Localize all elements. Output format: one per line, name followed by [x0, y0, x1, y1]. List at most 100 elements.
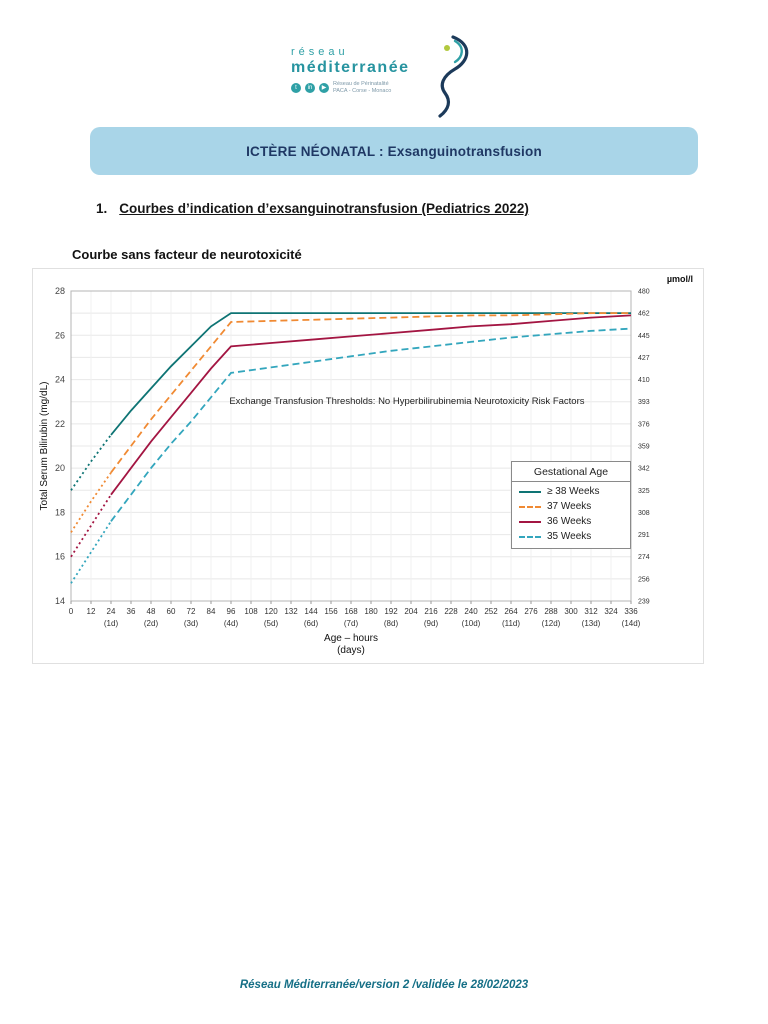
svg-text:(6d): (6d) [304, 619, 319, 628]
legend-label-38w: ≥ 38 Weeks [547, 486, 600, 497]
svg-text:(7d): (7d) [344, 619, 359, 628]
svg-text:410: 410 [638, 377, 650, 384]
svg-text:(10d): (10d) [462, 619, 481, 628]
svg-text:20: 20 [55, 463, 65, 473]
chart-figure: 14 16 18 20 22 24 26 28 480 462 445 427 410 393 376 359… [32, 268, 704, 664]
youtube-icon: ▶ [319, 82, 329, 93]
svg-text:239: 239 [638, 599, 650, 606]
svg-text:204: 204 [404, 607, 418, 616]
svg-text:0: 0 [69, 607, 74, 616]
svg-text:24: 24 [55, 375, 65, 385]
svg-text:(5d): (5d) [264, 619, 279, 628]
legend-label-37w: 37 Weeks [547, 501, 592, 512]
svg-text:300: 300 [564, 607, 578, 616]
svg-text:(days): (days) [337, 645, 365, 656]
svg-text:256: 256 [638, 576, 650, 583]
svg-text:342: 342 [638, 466, 650, 473]
section-heading: 1. Courbes d’indication d’exsanguinotrans… [96, 201, 529, 216]
svg-text:252: 252 [484, 607, 498, 616]
svg-text:312: 312 [584, 607, 598, 616]
svg-text:240: 240 [464, 607, 478, 616]
svg-text:336: 336 [624, 607, 638, 616]
svg-text:26: 26 [55, 330, 65, 340]
svg-text:120: 120 [264, 607, 278, 616]
logo-subtitle-line1: Réseau de Périnatalité [333, 81, 389, 87]
svg-text:168: 168 [344, 607, 358, 616]
svg-text:108: 108 [244, 607, 258, 616]
logo-subtitle: Réseau de Périnatalité PACA - Corse - Mo… [333, 81, 391, 95]
legend-item-38w: ≥ 38 Weeks [519, 486, 623, 497]
svg-text:Exchange Transfusion Threshold: Exchange Transfusion Thresholds: No Hype… [229, 396, 584, 407]
svg-text:72: 72 [187, 607, 196, 616]
logo-line1: réseau [291, 46, 349, 58]
svg-text:325: 325 [638, 488, 650, 495]
svg-text:22: 22 [55, 419, 65, 429]
svg-text:192: 192 [384, 607, 398, 616]
svg-text:(2d): (2d) [144, 619, 159, 628]
svg-text:288: 288 [544, 607, 558, 616]
logo-subrow: t in ▶ Réseau de Périnatalité PACA - Cor… [291, 81, 410, 95]
logo-subtitle-line2: PACA - Corse - Monaco [333, 87, 392, 94]
svg-text:427: 427 [638, 355, 650, 362]
svg-text:Total Serum Bilirubin (mg/dL): Total Serum Bilirubin (mg/dL) [39, 382, 50, 511]
svg-text:14: 14 [55, 596, 65, 606]
svg-text:264: 264 [504, 607, 518, 616]
svg-text:216: 216 [424, 607, 438, 616]
svg-text:393: 393 [638, 399, 650, 406]
svg-text:(12d): (12d) [542, 619, 561, 628]
svg-text:36: 36 [127, 607, 136, 616]
svg-text:84: 84 [207, 607, 216, 616]
svg-text:60: 60 [167, 607, 176, 616]
svg-text:µmol/l: µmol/l [667, 274, 693, 284]
svg-text:28: 28 [55, 286, 65, 296]
svg-text:24: 24 [107, 607, 116, 616]
logo-text-block: réseau méditerranée t in ▶ Réseau de Pér… [291, 46, 410, 95]
svg-text:180: 180 [364, 607, 378, 616]
chart-legend: Gestational Age ≥ 38 Weeks 37 Weeks 36 W… [511, 461, 631, 549]
svg-text:(1d): (1d) [104, 619, 119, 628]
legend-line-38w [519, 490, 541, 493]
legend-item-35w: 35 Weeks [519, 531, 623, 542]
svg-text:274: 274 [638, 554, 650, 561]
legend-line-37w [519, 505, 541, 508]
linkedin-icon: in [305, 82, 315, 93]
svg-text:(14d): (14d) [622, 619, 641, 628]
svg-text:276: 276 [524, 607, 538, 616]
page-title: ICTÈRE NÉONATAL : Exsanguinotransfusion [246, 143, 542, 159]
legend-label-36w: 36 Weeks [547, 516, 592, 527]
svg-text:132: 132 [284, 607, 298, 616]
legend-line-36w [519, 520, 541, 523]
legend-item-37w: 37 Weeks [519, 501, 623, 512]
section-heading-text: Courbes d’indication d’exsanguinotransfu… [119, 201, 529, 216]
svg-text:228: 228 [444, 607, 458, 616]
svg-text:376: 376 [638, 421, 650, 428]
legend-line-35w [519, 535, 541, 538]
section-number: 1. [96, 201, 108, 216]
svg-text:291: 291 [638, 532, 650, 539]
document-footer: Réseau Méditerranée/version 2 /validée l… [239, 979, 529, 991]
svg-text:462: 462 [638, 311, 650, 318]
svg-text:16: 16 [55, 552, 65, 562]
svg-text:308: 308 [638, 510, 650, 517]
title-banner: ICTÈRE NÉONATAL : Exsanguinotransfusion [90, 127, 698, 175]
svg-text:144: 144 [304, 607, 318, 616]
svg-text:(8d): (8d) [384, 619, 399, 628]
svg-text:156: 156 [324, 607, 338, 616]
twitter-icon: t [291, 82, 301, 93]
svg-text:Age – hours: Age – hours [324, 633, 378, 644]
svg-text:(9d): (9d) [424, 619, 439, 628]
svg-text:359: 359 [638, 444, 650, 451]
svg-text:(4d): (4d) [224, 619, 239, 628]
logo-line2: méditerranée [291, 59, 410, 76]
svg-text:12: 12 [87, 607, 96, 616]
legend-title: Gestational Age [512, 466, 630, 482]
svg-text:324: 324 [604, 607, 618, 616]
svg-text:480: 480 [638, 289, 650, 296]
legend-item-36w: 36 Weeks [519, 516, 623, 527]
svg-text:96: 96 [227, 607, 236, 616]
svg-text:(13d): (13d) [582, 619, 601, 628]
svg-text:18: 18 [55, 507, 65, 517]
svg-text:(3d): (3d) [184, 619, 199, 628]
